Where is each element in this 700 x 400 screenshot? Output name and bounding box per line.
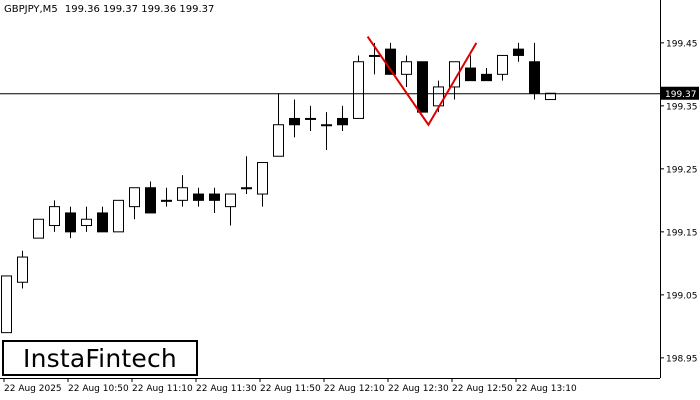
candle: [305, 105, 316, 132]
x-tick-label: 22 Aug 12:50: [452, 384, 513, 394]
bear-candle-body: [145, 187, 156, 214]
bear-candle-body: [97, 212, 108, 233]
bull-candle-body: [81, 218, 92, 227]
x-tick-label: 22 Aug 11:50: [260, 384, 321, 394]
candle: [17, 250, 28, 289]
current-price-badge: [661, 86, 699, 100]
logo-text: InstaFintech: [23, 343, 177, 373]
ohlc-readout: 199.36 199.37 199.36 199.37: [64, 4, 215, 15]
candle: [273, 93, 284, 157]
candle: [81, 206, 92, 232]
bull-candle-body: [449, 61, 460, 88]
y-tick-label: 199.35: [666, 102, 698, 112]
candle: [145, 181, 156, 214]
candle: [97, 206, 108, 233]
candle: [161, 187, 172, 207]
y-tick-label: 199.05: [666, 291, 698, 301]
candle: [33, 218, 44, 239]
bear-candle-body: [513, 48, 524, 56]
bear-candle-body: [193, 193, 204, 201]
bear-candle-body: [65, 212, 76, 233]
candle: [529, 42, 540, 100]
bull-candle-body: [257, 162, 268, 195]
y-tick-label: 199.15: [666, 228, 698, 238]
candle: [401, 55, 412, 87]
y-axis: 199.45 199.35 199.25 199.15 199.05 198.95 199.…: [660, 39, 699, 364]
bear-candle-body: [209, 193, 220, 201]
candle: [225, 193, 236, 226]
candle: [129, 187, 140, 220]
candle: [177, 175, 188, 207]
candle: [289, 99, 300, 138]
candle: [337, 105, 348, 132]
bear-candle-body: [529, 61, 540, 94]
bear-candle-body: [417, 61, 428, 113]
bear-candle-body: [481, 73, 492, 82]
candle: [241, 156, 252, 195]
x-axis: 22 Aug 2025 22 Aug 10:50 22 Aug 11:10 22 Au…: [3, 378, 577, 394]
bull-candle-body: [305, 117, 316, 120]
candles-layer: [1, 42, 556, 334]
bull-candle-body: [33, 218, 44, 239]
candle: [1, 275, 12, 334]
overlay-layer: [0, 35, 660, 127]
x-tick-label: 22 Aug 11:10: [132, 384, 193, 394]
x-tick-label: 22 Aug 12:10: [324, 384, 385, 394]
x-tick-label: 22 Aug 11:30: [196, 384, 257, 394]
candle: [209, 187, 220, 213]
bull-candle-body: [353, 61, 364, 119]
bear-candle-body: [465, 67, 476, 82]
bull-candle-body: [1, 275, 12, 334]
current-price-label: 199.37: [661, 86, 699, 100]
brand-logo: InstaFintech: [2, 340, 198, 376]
bull-candle-body: [17, 256, 28, 283]
candle: [65, 206, 76, 239]
chart-frame: [0, 0, 661, 379]
bull-candle-body: [241, 187, 252, 190]
candle: [49, 200, 60, 232]
bull-candle-body: [113, 199, 124, 233]
candle: [113, 199, 124, 233]
candle: [353, 55, 364, 119]
chart-header: GBPJPY,M5 199.36 199.37 199.36 199.37: [4, 4, 218, 15]
x-tick-label: 22 Aug 13:10: [516, 384, 577, 394]
x-tick-label: 22 Aug 2025: [4, 384, 62, 394]
symbol-label: GBPJPY,M5: [4, 4, 58, 15]
bear-candle-body: [289, 117, 300, 126]
bull-candle-body: [321, 124, 332, 127]
bull-candle-body: [49, 206, 60, 227]
candle: [321, 112, 332, 150]
bear-candle-body: [337, 117, 348, 126]
candle: [481, 68, 492, 82]
bull-candle-body: [369, 54, 380, 57]
x-tick-label: 22 Aug 10:50: [68, 384, 129, 394]
bull-candle-body: [401, 61, 412, 75]
current-price-text: 199.37: [665, 90, 697, 100]
candle: [465, 55, 476, 82]
candle: [513, 42, 524, 62]
bull-candle-body: [273, 124, 284, 157]
y-tick-label: 199.25: [666, 165, 698, 175]
y-tick-label: 199.45: [666, 39, 698, 49]
y-tick-label: 198.95: [666, 354, 698, 364]
bull-candle-body: [497, 54, 508, 75]
candle: [417, 61, 428, 113]
candle: [257, 162, 268, 207]
candle: [497, 54, 508, 81]
bull-candle-body: [177, 187, 188, 201]
pattern-double-top: [366, 35, 478, 127]
bull-candle-body: [161, 199, 172, 202]
bull-candle-body: [225, 193, 236, 208]
candle: [193, 187, 204, 207]
x-tick-label: 22 Aug 12:30: [388, 384, 449, 394]
bull-candle-body: [129, 187, 140, 208]
